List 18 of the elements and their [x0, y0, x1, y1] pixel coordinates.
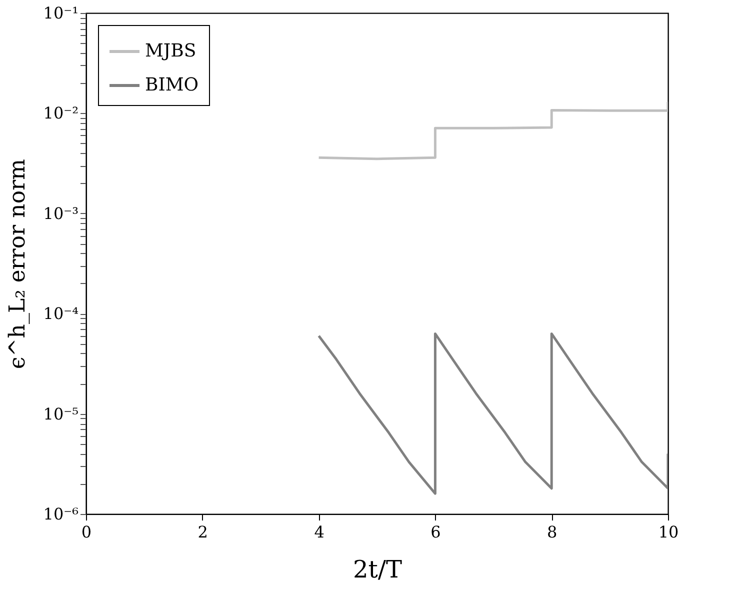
line-series — [318, 332, 668, 495]
x-tick-label: 0 — [81, 522, 92, 542]
x-axis-title: 2t/T — [352, 556, 402, 584]
x-tick-label: 2 — [198, 522, 208, 542]
x-tick-label: 10 — [658, 522, 679, 542]
x-tick-label: 8 — [547, 522, 558, 542]
line-series — [318, 100, 668, 160]
y-tick-label: 10⁻² — [43, 104, 78, 123]
legend-label: MJBS — [145, 40, 196, 62]
y-tick-label: 10⁻¹ — [43, 4, 78, 22]
y-tick-label: 10⁻⁵ — [43, 404, 78, 424]
y-tick-label: 10⁻³ — [43, 204, 78, 223]
y-axis-title: ϵ^h_L₂ error norm — [5, 158, 30, 369]
x-tick-label: 4 — [314, 522, 324, 542]
legend-label: BIMO — [145, 74, 199, 96]
x-tick-label: 6 — [430, 522, 441, 542]
y-tick-label: 10⁻⁴ — [43, 304, 78, 324]
y-tick-label: 10⁻⁶ — [43, 504, 78, 524]
